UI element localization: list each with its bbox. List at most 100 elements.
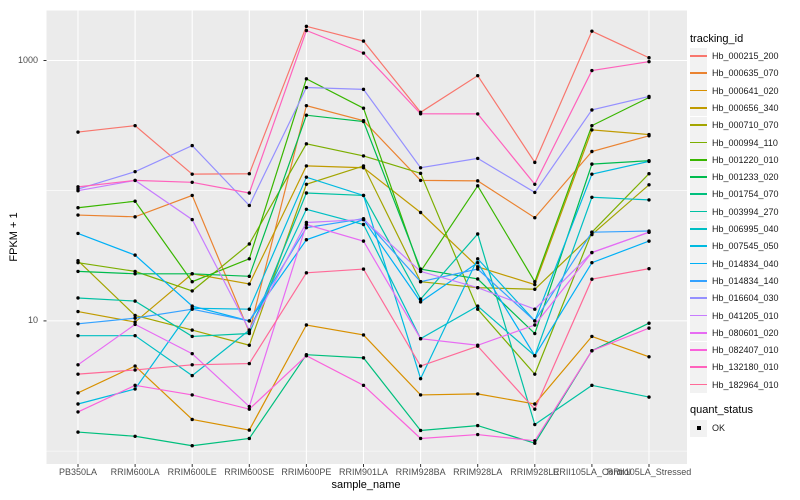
data-point <box>361 164 366 168</box>
data-point <box>533 422 537 427</box>
data-point <box>533 160 537 165</box>
series-color-line-icon <box>690 228 707 230</box>
data-point <box>647 321 651 325</box>
data-point <box>590 349 594 353</box>
series-color-line-icon <box>690 297 707 299</box>
data-point <box>418 210 423 215</box>
data-point <box>190 272 194 276</box>
legend-key-swatch <box>690 185 707 203</box>
legend-title-quant-status: quant_status <box>690 404 753 416</box>
data-point <box>647 59 651 64</box>
legend-entry-label: Hb_016604_030 <box>712 293 779 304</box>
panel-background <box>46 10 687 464</box>
data-point <box>533 402 537 406</box>
data-point <box>476 304 480 308</box>
x-tick-label: RRIM600PE <box>281 467 332 477</box>
x-tick-label: PB350LA <box>58 467 98 477</box>
data-point <box>304 238 309 242</box>
data-point <box>76 213 80 217</box>
legend-entry-Hb_001220_010: Hb_001220_010 <box>690 151 779 169</box>
data-point <box>76 372 80 376</box>
data-point <box>247 361 251 366</box>
x-tick-label: RRIM928LE <box>510 467 560 477</box>
data-point <box>418 171 423 176</box>
y-tick-label: 10 <box>27 315 38 326</box>
data-point <box>304 225 309 230</box>
legend-key-swatch <box>690 376 707 394</box>
data-point <box>304 142 309 146</box>
series-color-line-icon <box>690 124 707 126</box>
x-axis-title: sample_name <box>331 479 401 491</box>
data-point <box>247 328 251 332</box>
legend-entry-label: Hb_000710_070 <box>712 120 779 131</box>
data-point <box>247 274 251 279</box>
data-point <box>304 77 309 81</box>
series-color-line-icon <box>690 176 707 178</box>
data-point <box>418 178 423 183</box>
data-point <box>133 178 137 183</box>
series-color-line-icon <box>690 193 707 196</box>
data-point <box>533 216 537 220</box>
legend-entry-Hb_132180_010: Hb_132180_010 <box>690 358 779 376</box>
series-color-line-icon <box>690 141 707 144</box>
data-point <box>133 368 137 372</box>
data-point <box>76 206 80 210</box>
legend-entry-Hb_000215_200: Hb_000215_200 <box>690 47 779 65</box>
series-color-line-icon <box>690 245 707 248</box>
data-point <box>361 222 366 227</box>
legend-entry-label: Hb_003994_270 <box>712 206 779 217</box>
legend-entry-label: Hb_041205_010 <box>712 310 779 321</box>
data-point <box>418 336 423 341</box>
data-point <box>304 164 309 168</box>
data-point <box>647 355 651 359</box>
data-point <box>418 280 423 284</box>
data-point <box>533 354 537 358</box>
data-point <box>190 444 194 448</box>
data-point <box>476 184 480 188</box>
data-point <box>476 432 480 437</box>
data-point <box>647 94 651 99</box>
data-point <box>133 169 137 174</box>
legend-entry-label: Hb_000656_340 <box>712 102 779 113</box>
data-point <box>418 393 423 397</box>
data-point <box>418 428 423 433</box>
y-axis-title: FPKM + 1 <box>8 212 20 262</box>
data-point <box>647 326 651 330</box>
data-point <box>247 203 251 208</box>
data-point <box>76 260 80 265</box>
data-point <box>647 159 651 164</box>
data-point <box>418 269 423 274</box>
data-point <box>476 285 480 290</box>
data-point <box>590 123 594 128</box>
data-point <box>190 334 194 339</box>
data-point <box>647 132 651 137</box>
quant-ok-point-icon <box>696 426 701 430</box>
data-point <box>133 434 137 438</box>
data-point <box>304 323 309 327</box>
legend-entry-Hb_041205_010: Hb_041205_010 <box>690 307 779 324</box>
legend-key-swatch <box>690 255 707 273</box>
data-point <box>361 87 366 92</box>
legend-entry-Hb_000656_340: Hb_000656_340 <box>690 99 779 117</box>
data-point <box>76 269 80 274</box>
legend-key-swatch <box>690 358 707 376</box>
data-point <box>361 239 366 243</box>
data-point <box>647 266 651 271</box>
data-point <box>590 108 594 112</box>
data-point <box>533 441 537 445</box>
data-point <box>304 28 309 33</box>
data-point <box>476 267 480 271</box>
legend-key-swatch <box>690 151 707 169</box>
data-point <box>533 407 537 411</box>
legend-entry-label: Hb_006995_040 <box>712 224 779 234</box>
data-point <box>647 395 651 399</box>
data-point <box>590 149 594 154</box>
data-point <box>418 364 423 368</box>
data-point <box>418 112 423 116</box>
x-tick-label: RRIM600LE <box>167 467 217 477</box>
series-color-line-icon <box>690 210 707 213</box>
axis-ticks <box>43 60 650 467</box>
data-point <box>476 73 480 78</box>
legend-entry-label: Hb_014834_040 <box>712 258 779 269</box>
